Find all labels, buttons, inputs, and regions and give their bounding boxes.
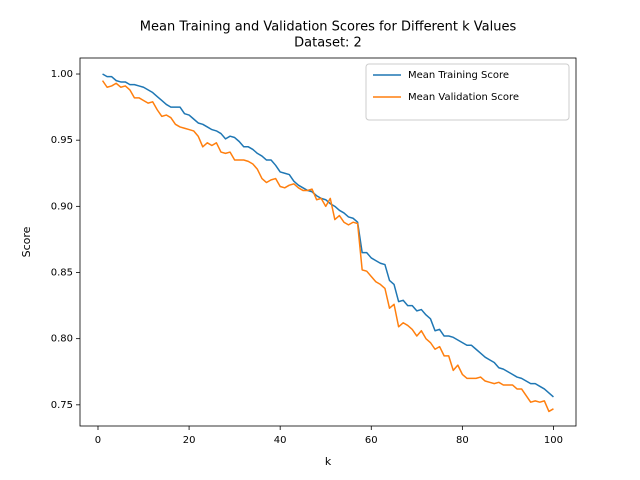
- y-tick-label: 0.80: [51, 334, 73, 345]
- legend-label: Mean Validation Score: [408, 92, 519, 103]
- x-tick-label: 80: [456, 435, 469, 446]
- y-tick-label: 1.00: [51, 69, 73, 80]
- x-tick-label: 0: [95, 435, 101, 446]
- x-tick-label: 60: [365, 435, 378, 446]
- y-tick-label: 0.90: [51, 201, 73, 212]
- x-tick-label: 20: [183, 435, 196, 446]
- line-series: [101, 80, 554, 413]
- y-axis-label: Score: [20, 226, 33, 257]
- axes-frame: [79, 57, 577, 427]
- x-tick-label: 100: [544, 435, 563, 446]
- y-tick-label: 0.95: [51, 135, 73, 146]
- legend-box: [365, 63, 570, 121]
- x-tick-label: 40: [274, 435, 287, 446]
- chart-title: Mean Training and Validation Scores for …: [140, 20, 517, 35]
- line-series: [102, 73, 554, 398]
- y-tick-label: 0.85: [51, 268, 73, 279]
- chart-subtitle: Dataset: 2: [294, 36, 362, 51]
- y-tick-label: 0.75: [51, 400, 73, 411]
- x-axis-label: k: [325, 455, 332, 468]
- legend-label: Mean Training Score: [408, 70, 509, 81]
